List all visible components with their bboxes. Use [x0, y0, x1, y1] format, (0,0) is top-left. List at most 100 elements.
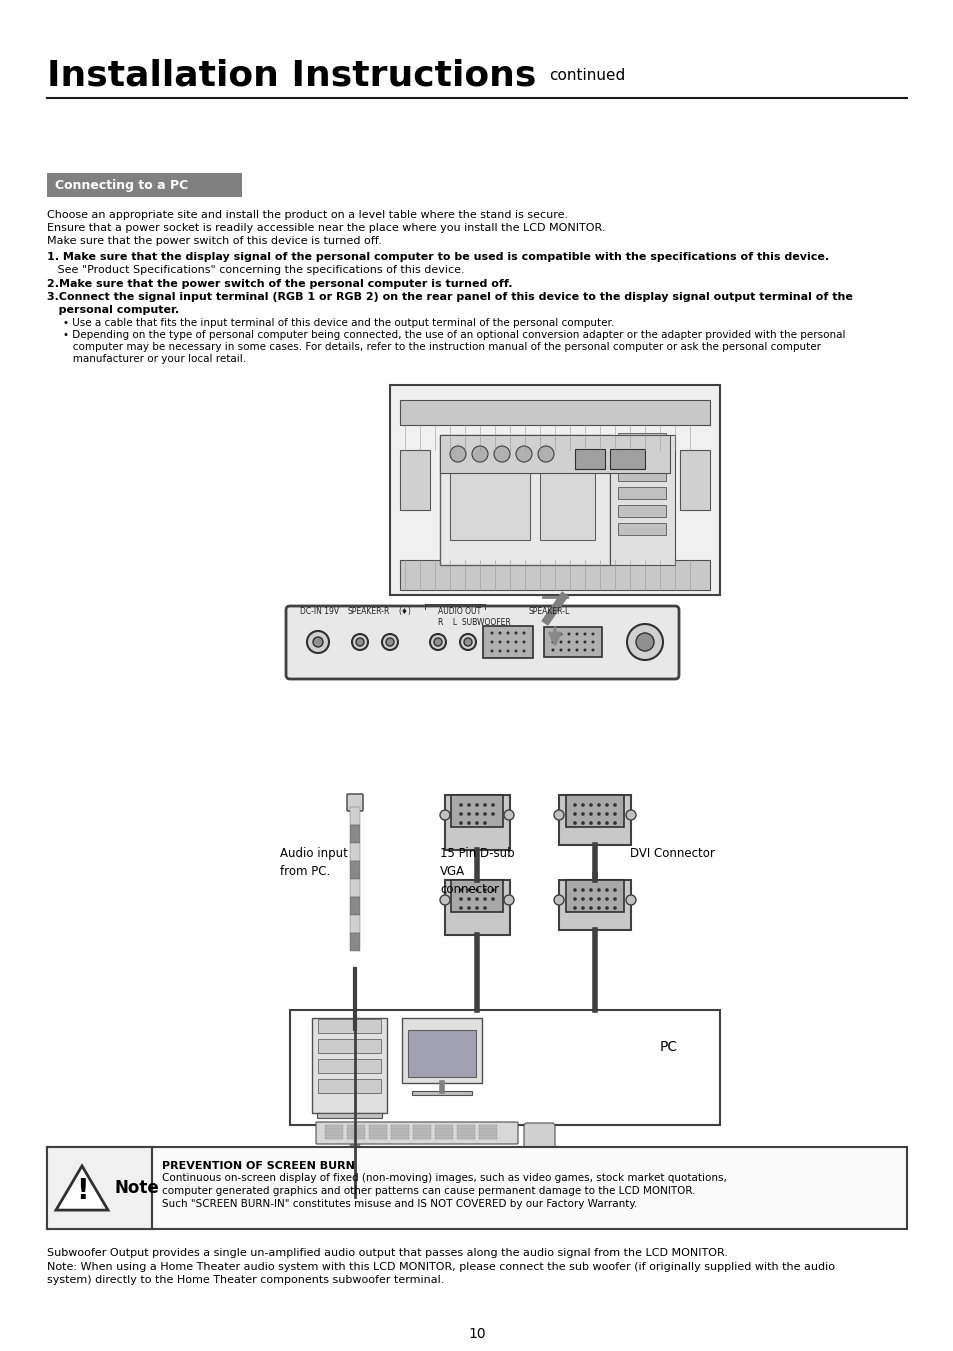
Circle shape: [580, 812, 584, 816]
Circle shape: [522, 631, 525, 635]
FancyBboxPatch shape: [412, 1092, 472, 1096]
Circle shape: [439, 894, 450, 905]
Circle shape: [491, 888, 495, 892]
FancyBboxPatch shape: [451, 794, 502, 827]
Circle shape: [459, 634, 476, 650]
Circle shape: [591, 632, 594, 635]
Circle shape: [458, 907, 462, 909]
Text: Audio input
from PC.: Audio input from PC.: [280, 847, 348, 878]
Circle shape: [522, 650, 525, 653]
Text: SPEAKER-L: SPEAKER-L: [528, 607, 569, 616]
FancyBboxPatch shape: [316, 1113, 381, 1119]
FancyBboxPatch shape: [391, 1138, 409, 1139]
Circle shape: [604, 804, 608, 807]
FancyBboxPatch shape: [350, 1084, 359, 1101]
Text: • Use a cable that fits the input terminal of this device and the output termina: • Use a cable that fits the input termin…: [63, 317, 614, 328]
FancyBboxPatch shape: [350, 861, 359, 880]
Circle shape: [381, 634, 397, 650]
Circle shape: [580, 888, 584, 892]
FancyBboxPatch shape: [444, 794, 510, 850]
FancyBboxPatch shape: [456, 1128, 475, 1129]
Circle shape: [482, 888, 486, 892]
Circle shape: [475, 821, 478, 825]
Circle shape: [355, 638, 364, 646]
FancyBboxPatch shape: [679, 450, 709, 509]
Circle shape: [558, 648, 562, 651]
Text: PREVENTION OF SCREEN BURN: PREVENTION OF SCREEN BURN: [162, 1161, 355, 1171]
Circle shape: [551, 648, 554, 651]
Circle shape: [580, 907, 584, 909]
Circle shape: [551, 640, 554, 643]
Circle shape: [482, 804, 486, 807]
FancyBboxPatch shape: [350, 825, 359, 843]
FancyBboxPatch shape: [408, 1029, 476, 1077]
FancyBboxPatch shape: [618, 523, 665, 535]
Circle shape: [589, 897, 592, 901]
FancyBboxPatch shape: [456, 1125, 475, 1127]
FancyBboxPatch shape: [350, 915, 359, 934]
Circle shape: [490, 650, 493, 653]
Circle shape: [589, 888, 592, 892]
Circle shape: [567, 648, 570, 651]
Circle shape: [434, 638, 441, 646]
FancyBboxPatch shape: [350, 1138, 359, 1155]
FancyBboxPatch shape: [413, 1131, 431, 1133]
Circle shape: [458, 897, 462, 901]
Text: See "Product Specifications" concerning the specifications of this device.: See "Product Specifications" concerning …: [47, 265, 464, 276]
Circle shape: [626, 624, 662, 661]
Circle shape: [439, 811, 450, 820]
FancyBboxPatch shape: [350, 1047, 359, 1065]
Circle shape: [506, 650, 509, 653]
FancyBboxPatch shape: [439, 435, 669, 473]
Circle shape: [482, 897, 486, 901]
Text: Such "SCREEN BURN-IN" constitutes misuse and IS NOT COVERED by our Factory Warra: Such "SCREEN BURN-IN" constitutes misuse…: [162, 1198, 637, 1209]
Circle shape: [503, 894, 514, 905]
Circle shape: [503, 811, 514, 820]
Circle shape: [597, 821, 600, 825]
Circle shape: [307, 631, 329, 653]
Circle shape: [597, 812, 600, 816]
FancyBboxPatch shape: [435, 1138, 453, 1139]
FancyBboxPatch shape: [350, 1029, 359, 1047]
Text: AUDIO OUT: AUDIO OUT: [437, 607, 480, 616]
FancyBboxPatch shape: [325, 1125, 343, 1127]
FancyBboxPatch shape: [315, 1121, 517, 1144]
FancyBboxPatch shape: [609, 449, 644, 469]
Text: R    L  SUBWOOFER: R L SUBWOOFER: [437, 617, 510, 627]
FancyBboxPatch shape: [558, 880, 630, 929]
FancyBboxPatch shape: [609, 435, 675, 565]
FancyBboxPatch shape: [456, 1133, 475, 1136]
Text: • Depending on the type of personal computer being connected, the use of an opti: • Depending on the type of personal comp…: [63, 330, 844, 340]
Circle shape: [467, 888, 471, 892]
Circle shape: [589, 907, 592, 909]
FancyBboxPatch shape: [347, 1128, 365, 1129]
Circle shape: [573, 821, 577, 825]
FancyBboxPatch shape: [618, 469, 665, 481]
Text: (♦): (♦): [397, 607, 411, 616]
FancyBboxPatch shape: [399, 400, 709, 426]
Circle shape: [458, 804, 462, 807]
FancyBboxPatch shape: [618, 434, 665, 444]
Circle shape: [482, 907, 486, 909]
FancyBboxPatch shape: [350, 1101, 359, 1119]
Circle shape: [491, 812, 495, 816]
FancyBboxPatch shape: [317, 1059, 380, 1073]
FancyBboxPatch shape: [350, 1065, 359, 1084]
Circle shape: [463, 638, 472, 646]
Circle shape: [482, 812, 486, 816]
FancyBboxPatch shape: [456, 1138, 475, 1139]
Circle shape: [458, 888, 462, 892]
FancyBboxPatch shape: [391, 1133, 409, 1136]
Circle shape: [589, 812, 592, 816]
Circle shape: [352, 634, 368, 650]
Circle shape: [591, 640, 594, 643]
Circle shape: [573, 897, 577, 901]
Circle shape: [482, 821, 486, 825]
FancyBboxPatch shape: [350, 1173, 359, 1186]
Circle shape: [613, 812, 617, 816]
Circle shape: [516, 446, 532, 462]
FancyBboxPatch shape: [286, 607, 679, 680]
Circle shape: [613, 804, 617, 807]
FancyBboxPatch shape: [399, 450, 430, 509]
Circle shape: [597, 897, 600, 901]
